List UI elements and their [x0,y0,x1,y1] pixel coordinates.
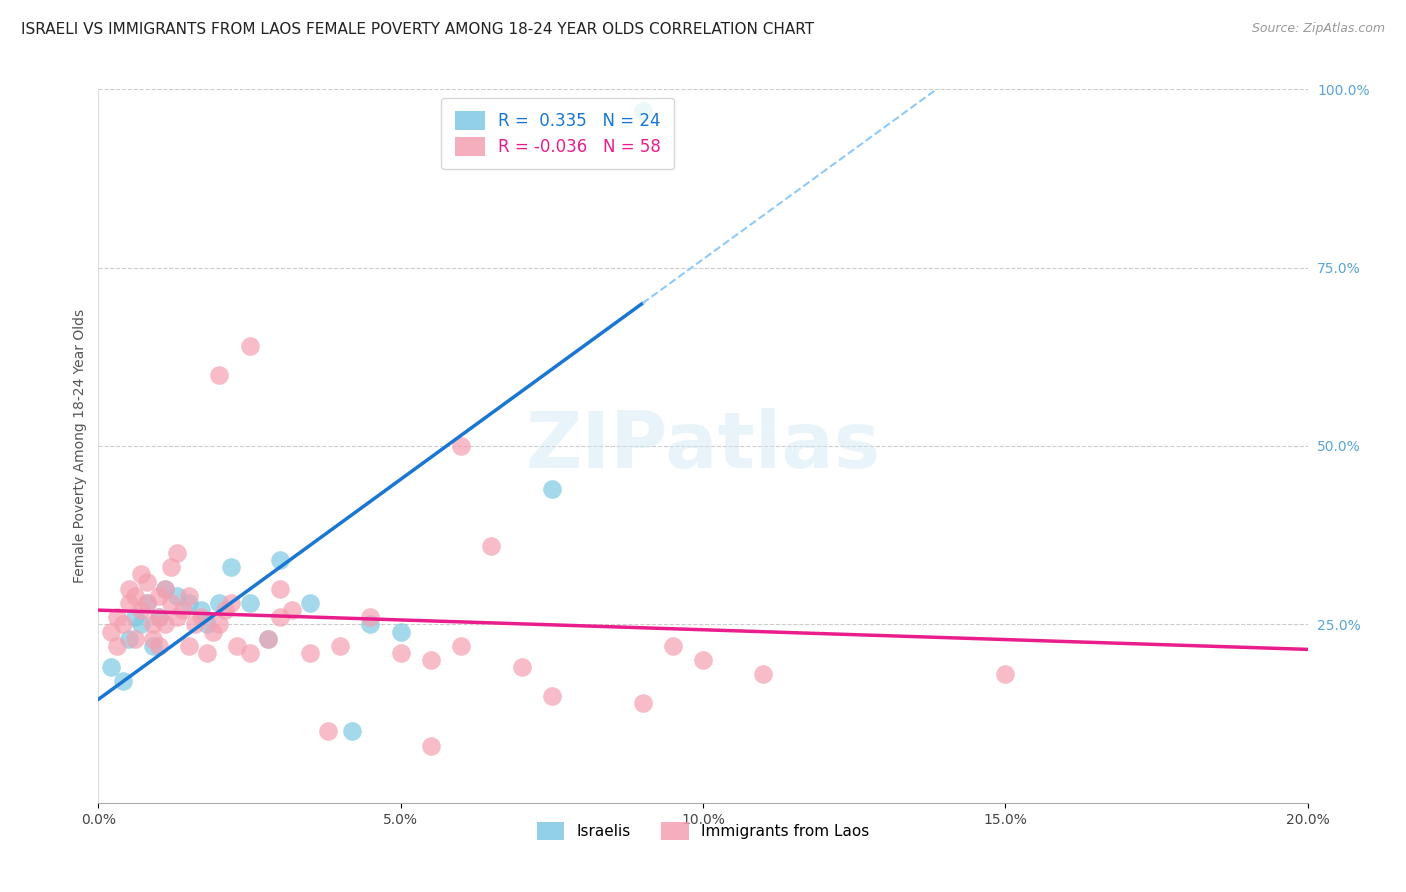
Point [221,560,243,574]
Point [631,103,654,118]
Point [105,639,128,653]
Point [360,610,382,624]
Point [661,639,683,653]
Point [166,610,188,624]
Text: ZIPatlas: ZIPatlas [526,408,880,484]
Point [124,610,146,624]
Point [208,596,231,610]
Point [420,653,443,667]
Point [994,667,1017,681]
Point [129,603,152,617]
Point [195,617,218,632]
Point [208,617,231,632]
Point [299,646,322,660]
Point [129,617,152,632]
Point [269,553,291,567]
Point [124,589,146,603]
Point [124,632,146,646]
Point [269,582,291,596]
Point [299,596,322,610]
Point [239,646,262,660]
Point [172,603,194,617]
Point [190,610,212,624]
Point [135,596,157,610]
Point [179,639,201,653]
Point [118,596,141,610]
Point [631,696,654,710]
Point [202,624,225,639]
Point [692,653,714,667]
Point [226,639,249,653]
Point [269,610,291,624]
Point [481,539,503,553]
Point [100,660,122,674]
Text: ISRAELI VS IMMIGRANTS FROM LAOS FEMALE POVERTY AMONG 18-24 YEAR OLDS CORRELATION: ISRAELI VS IMMIGRANTS FROM LAOS FEMALE P… [21,22,814,37]
Point [142,632,165,646]
Point [389,624,412,639]
Point [142,639,165,653]
Point [100,624,122,639]
Point [510,660,533,674]
Point [142,617,165,632]
Point [135,596,157,610]
Y-axis label: Female Poverty Among 18-24 Year Olds: Female Poverty Among 18-24 Year Olds [73,309,87,583]
Point [389,646,412,660]
Point [148,610,170,624]
Point [148,589,170,603]
Point [540,689,562,703]
Point [153,617,176,632]
Point [166,546,188,560]
Point [752,667,775,681]
Point [148,610,170,624]
Point [450,639,472,653]
Point [342,724,364,739]
Point [239,596,262,610]
Point [360,617,382,632]
Point [153,582,176,596]
Point [105,610,128,624]
Point [111,674,134,689]
Point [540,482,562,496]
Point [148,639,170,653]
Point [166,589,188,603]
Point [329,639,352,653]
Point [239,339,262,353]
Point [179,589,201,603]
Legend: Israelis, Immigrants from Laos: Israelis, Immigrants from Laos [524,810,882,852]
Point [129,567,152,582]
Point [118,582,141,596]
Point [221,596,243,610]
Point [450,439,472,453]
Point [135,574,157,589]
Point [179,596,201,610]
Point [281,603,304,617]
Point [160,596,183,610]
Point [160,560,183,574]
Point [190,603,212,617]
Point [111,617,134,632]
Point [420,739,443,753]
Point [208,368,231,382]
Point [184,617,207,632]
Point [118,632,141,646]
Point [195,646,218,660]
Point [153,582,176,596]
Point [256,632,278,646]
Point [214,603,236,617]
Point [316,724,339,739]
Point [256,632,278,646]
Text: Source: ZipAtlas.com: Source: ZipAtlas.com [1251,22,1385,36]
